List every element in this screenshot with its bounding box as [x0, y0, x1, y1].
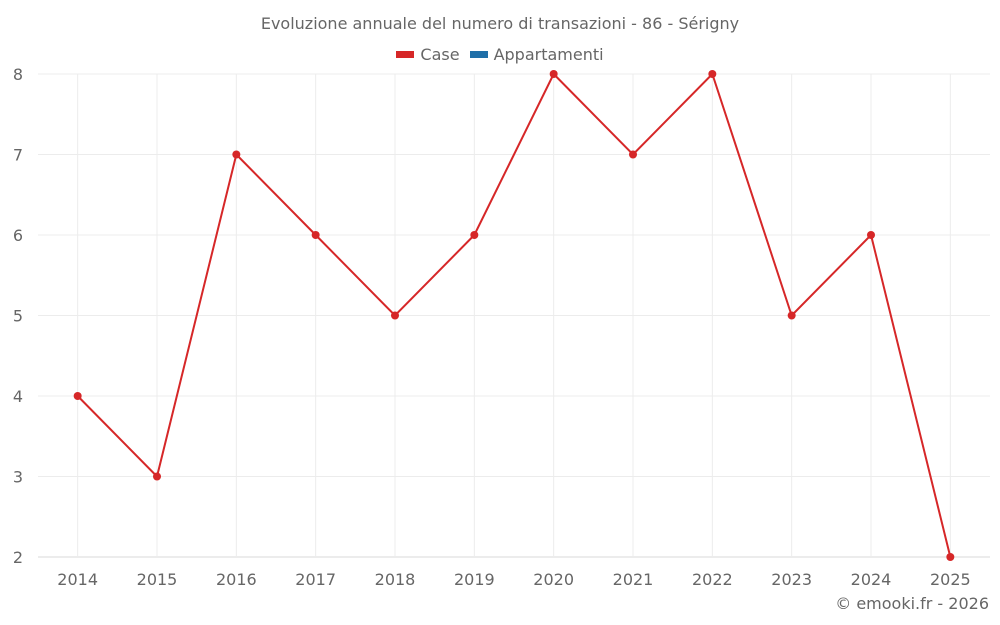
data-point[interactable] — [867, 231, 875, 239]
y-tick-label: 3 — [13, 468, 23, 487]
legend-label-case: Case — [420, 45, 460, 64]
data-point[interactable] — [232, 150, 241, 159]
x-tick-label: 2020 — [533, 570, 574, 589]
appartamenti-swatch-icon — [469, 51, 488, 58]
legend-item-appartamenti[interactable]: Appartamenti — [469, 45, 604, 64]
data-point[interactable] — [391, 311, 399, 320]
y-tick-label: 2 — [13, 548, 23, 567]
data-point[interactable] — [708, 70, 717, 78]
data-point[interactable] — [787, 311, 796, 320]
data-point[interactable] — [549, 70, 558, 78]
series-line — [76, 72, 952, 558]
x-tick-label: 2018 — [375, 570, 416, 589]
chart-title: Evoluzione annuale del numero di transaz… — [260, 14, 740, 33]
data-point[interactable] — [946, 553, 955, 561]
data-point[interactable] — [311, 231, 320, 239]
y-tick-label: 5 — [13, 307, 23, 326]
copyright-credit: © emooki.fr - 2026 — [835, 594, 989, 613]
gridlines — [38, 73, 990, 558]
x-axis: 2014 2015 2016 2017 2018 2019 2020 2021 2022 2023… — [57, 570, 970, 589]
case-swatch-icon — [396, 51, 415, 58]
data-point[interactable] — [73, 392, 82, 400]
y-tick-label: 8 — [13, 65, 23, 84]
legend-label-appartamenti: Appartamenti — [493, 45, 604, 64]
x-tick-label: 2021 — [613, 570, 654, 589]
data-point[interactable] — [153, 472, 161, 481]
series-case — [73, 70, 955, 561]
y-tick-label: 7 — [13, 146, 23, 165]
x-tick-label: 2014 — [57, 570, 98, 589]
x-tick-label: 2016 — [216, 570, 257, 589]
y-axis: 2 3 4 5 6 7 8 — [13, 65, 23, 567]
legend: Case Appartamenti — [0, 45, 1000, 64]
x-tick-label: 2017 — [295, 570, 336, 589]
data-point[interactable] — [470, 231, 479, 239]
y-tick-label: 6 — [13, 226, 23, 245]
x-tick-label: 2019 — [454, 570, 495, 589]
data-point[interactable] — [629, 150, 637, 159]
x-tick-label: 2015 — [137, 570, 178, 589]
legend-item-case[interactable]: Case — [396, 45, 460, 64]
x-tick-label: 2022 — [692, 570, 733, 589]
y-tick-label: 4 — [13, 387, 23, 406]
x-tick-label: 2024 — [851, 570, 892, 589]
x-tick-label: 2025 — [930, 570, 971, 589]
x-tick-label: 2023 — [771, 570, 812, 589]
